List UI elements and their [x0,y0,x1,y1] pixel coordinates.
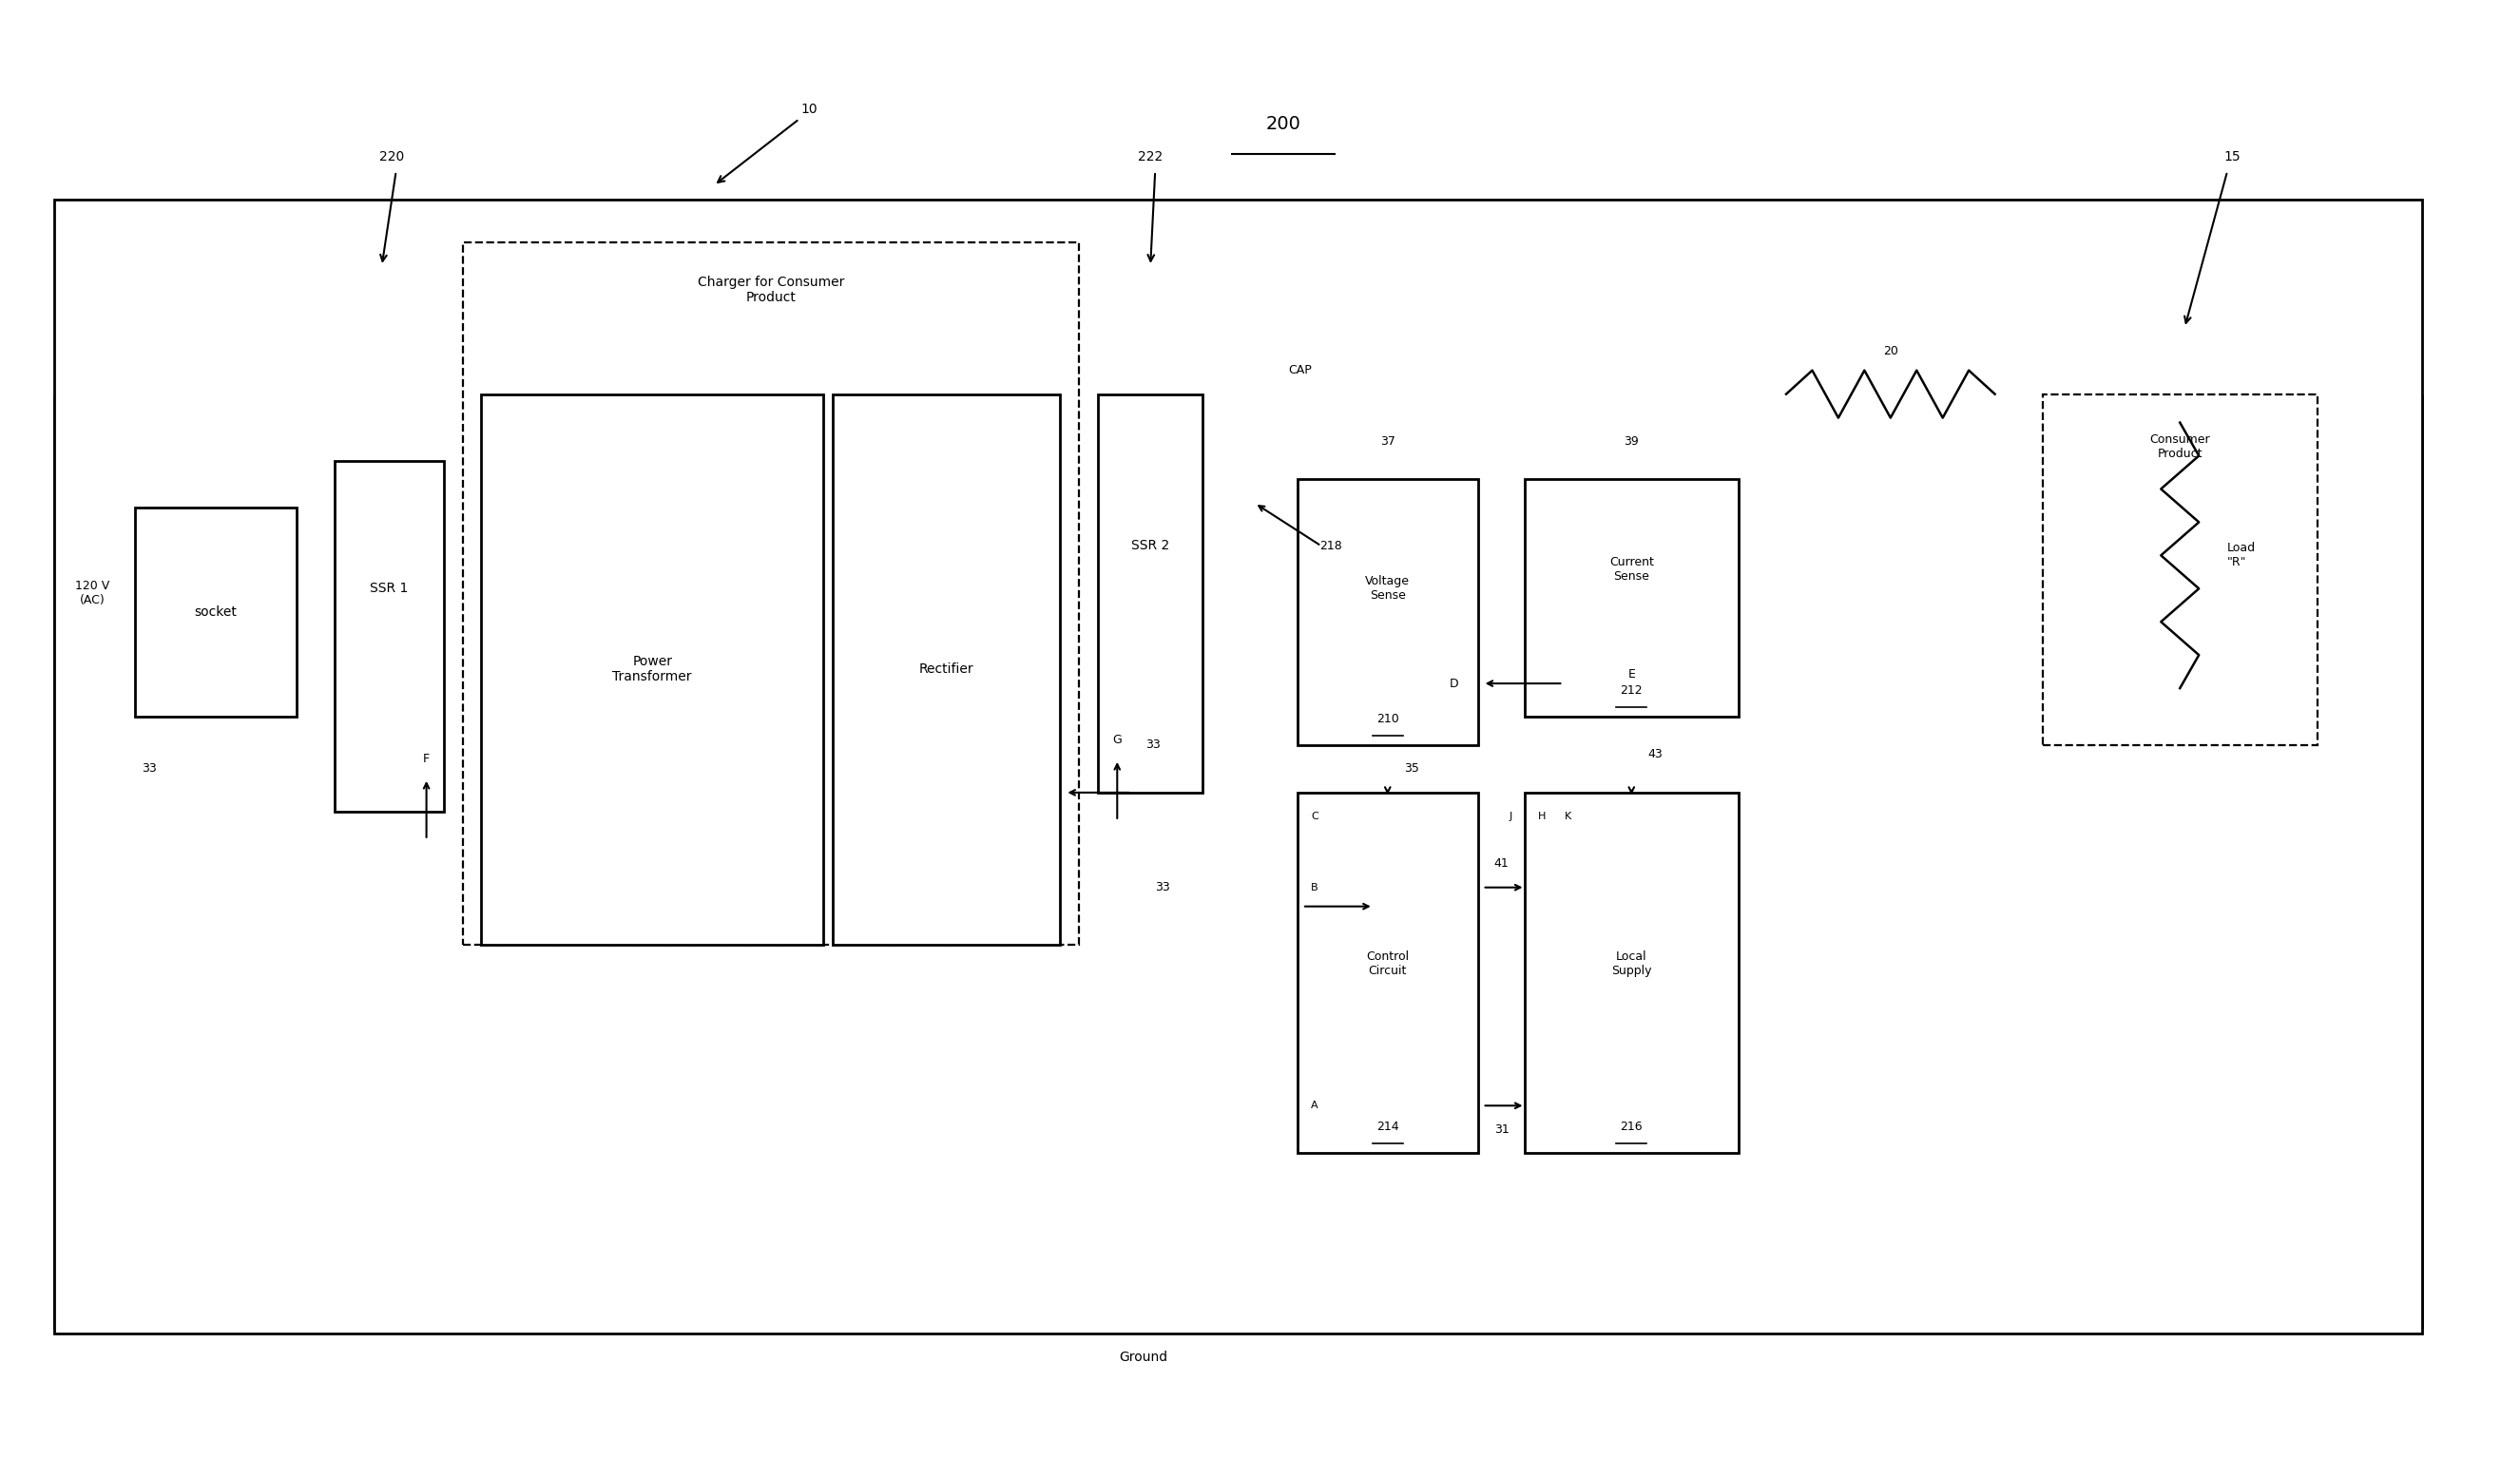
Text: 37: 37 [1381,436,1396,448]
Text: Rectifier: Rectifier [920,662,973,677]
Text: 33: 33 [141,763,156,776]
Text: 20: 20 [1882,346,1898,357]
Text: 212: 212 [1620,684,1643,697]
Text: 33: 33 [1147,739,1162,751]
Text: H: H [1537,812,1547,821]
Text: D: D [1449,678,1459,690]
Bar [1525,480,1739,717]
Text: Ground: Ground [1119,1350,1167,1363]
Text: Control
Circuit: Control Circuit [1366,951,1409,977]
Text: E: E [1628,668,1635,679]
Text: K: K [1565,812,1572,821]
Text: CAP: CAP [1288,364,1310,376]
Text: 41: 41 [1494,857,1509,870]
Text: Consumer
Product: Consumer Product [2150,433,2210,459]
Text: 39: 39 [1623,436,1638,448]
Text: A: A [1310,1101,1318,1111]
Text: Voltage
Sense: Voltage Sense [1366,576,1411,602]
Text: 210: 210 [1376,713,1399,725]
Bar [335,461,444,812]
Text: 216: 216 [1620,1120,1643,1133]
Text: 214: 214 [1376,1120,1399,1133]
Text: B: B [1310,882,1318,892]
Text: 222: 222 [1139,150,1162,163]
Bar [136,507,297,717]
Text: Load
"R": Load "R" [2228,542,2255,569]
Text: J: J [1509,812,1512,821]
Text: 10: 10 [801,104,816,117]
Bar [2041,394,2318,745]
Text: Charger for Consumer
Product: Charger for Consumer Product [698,276,844,305]
Text: Power
Transformer: Power Transformer [612,655,693,684]
Bar [1099,394,1202,793]
Bar [464,242,1079,945]
Text: Local
Supply: Local Supply [1610,951,1651,977]
Text: G: G [1111,735,1121,746]
Text: 31: 31 [1494,1123,1509,1136]
Text: F: F [423,754,431,765]
Text: socket: socket [194,605,237,620]
Bar [481,394,824,945]
Text: 218: 218 [1320,539,1343,553]
Text: 220: 220 [378,150,403,163]
Bar [1525,793,1739,1153]
Text: 35: 35 [1404,763,1419,776]
Text: 120 V
(AC): 120 V (AC) [76,580,111,607]
Text: SSR 2: SSR 2 [1131,539,1169,553]
Text: 200: 200 [1265,115,1300,133]
Bar [1298,793,1477,1153]
Bar [1298,480,1477,745]
Text: 15: 15 [2223,150,2240,163]
Bar [832,394,1061,945]
Text: 43: 43 [1648,748,1663,761]
Bar [55,200,2422,1334]
Text: 33: 33 [1154,881,1169,894]
Text: SSR 1: SSR 1 [370,582,408,595]
Text: Current
Sense: Current Sense [1610,557,1653,583]
Text: C: C [1310,812,1318,821]
